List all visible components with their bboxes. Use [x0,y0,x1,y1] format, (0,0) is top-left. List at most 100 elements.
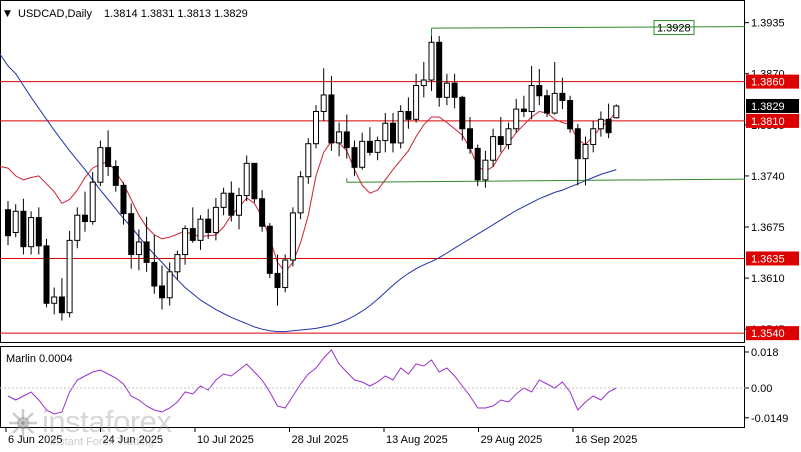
candle-body [5,209,11,237]
candle-body [328,94,335,144]
candle-body [166,271,173,299]
candle-body [590,128,597,145]
candle-bearish [43,238,50,308]
candle-body [197,218,204,241]
candle-bullish [613,104,620,119]
candle-bearish [559,77,566,110]
candle-body [51,296,58,304]
candle-body [390,122,396,144]
instaforex-logo-icon [9,409,37,437]
candle-bearish [605,103,612,139]
price-axis: 1.39351.38701.38051.37401.36751.36101.35… [745,18,785,336]
annotation-box [653,20,695,36]
candle-bearish [128,203,135,269]
candles [5,36,620,321]
candle-bullish [528,65,535,120]
candle-body [451,82,458,98]
candle-bearish [20,198,27,255]
candle-body [605,118,612,134]
watermark: instaforex Instant Forex Trading [6,404,206,450]
indicator-pane-frame [0,346,745,428]
candle-bearish [82,191,88,232]
candle-bullish [282,254,289,293]
candle-bearish [436,36,443,107]
candle-body [159,285,165,299]
candle-bearish [405,97,412,129]
candle-body [20,210,27,248]
candle-body [505,128,512,145]
candle-bullish [289,207,296,267]
candle-bullish [66,230,73,318]
y-tick-label: 1.3740 [751,171,785,183]
candle-bullish [51,287,58,315]
candle-bearish [5,201,11,246]
candle-bearish [58,278,65,321]
time-axis: 6 Jun 2025 24 Jun 2025 10 Jul 2025 28 Jul 2… [5,428,637,446]
candle-body [274,272,281,289]
last-price-tag-bg [746,98,799,113]
candle-body [544,95,550,114]
candle-bearish [112,160,119,192]
candle-bullish [382,113,389,153]
x-tick-label: 16 Sep 2025 [575,434,637,446]
candle-bullish [74,207,81,249]
candle-body [597,118,604,130]
marlin-line [7,349,617,415]
candle-body [582,143,589,160]
candle-body [474,147,481,181]
candle-bearish [343,114,350,159]
candle-bullish [313,105,319,149]
candle-body [212,206,219,234]
candle-body [135,241,142,256]
candle-bearish [390,113,396,153]
candle-bearish [205,208,212,239]
level-tag-label: 1.3810 [751,116,785,128]
candle-body [151,261,158,287]
candle-body [567,99,574,130]
candle-bullish [420,61,427,98]
candle-body [243,162,250,197]
candle-bearish [35,207,42,255]
channel-upper-line [431,26,746,29]
candle-bearish [451,73,458,109]
menu-arrow-icon[interactable]: ▼ [4,9,11,19]
x-tick-label: 10 Jul 2025 [197,434,254,446]
candle-body [112,165,119,186]
candle-bullish [505,122,512,150]
candle-bearish [544,89,550,117]
candle-bearish [459,95,466,141]
candle-body [82,214,88,223]
candle-bullish [166,262,173,306]
candle-bearish [105,130,112,176]
main-pane-frame [0,0,745,343]
candle-bullish [590,120,597,153]
candle-body [482,159,489,181]
candle-bullish [490,128,497,167]
candle-body [266,225,273,274]
candle-bearish [189,207,196,243]
candle-body [320,94,327,112]
candle-bearish [266,223,273,279]
candle-bullish [413,73,420,123]
candle-body [405,110,412,120]
candle-bearish [274,254,281,306]
annotation-label: 1.3928 [657,23,691,35]
level-tag-bg [746,251,799,266]
candle-bullish [182,225,189,265]
candle-bullish [336,122,343,157]
candle-bullish [582,136,589,186]
candle-bearish [259,190,266,232]
candle-bullish [551,61,558,115]
candle-bullish [12,204,19,238]
candle-bullish [243,155,250,202]
level-tag-bg [746,74,799,89]
candle-body [374,140,381,153]
candle-body [28,217,35,248]
candle-bearish [228,181,235,222]
candle-bearish [467,116,473,154]
candle-body [413,85,420,120]
candle-bullish [220,187,227,216]
level-tag-bg [746,326,799,341]
x-tick-label: 13 Aug 2025 [386,434,448,446]
